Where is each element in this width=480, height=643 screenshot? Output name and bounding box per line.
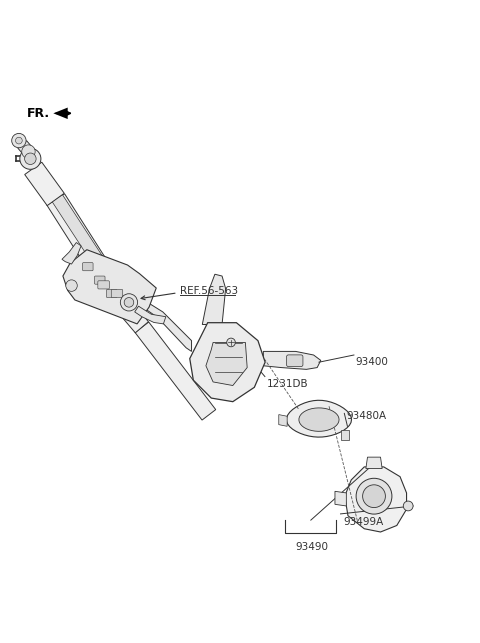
Polygon shape bbox=[47, 194, 132, 311]
Circle shape bbox=[12, 133, 26, 148]
Text: 93480A: 93480A bbox=[346, 412, 386, 421]
Circle shape bbox=[120, 294, 138, 311]
Circle shape bbox=[24, 153, 36, 165]
Polygon shape bbox=[345, 467, 407, 532]
Polygon shape bbox=[52, 195, 131, 306]
Polygon shape bbox=[279, 415, 287, 426]
Polygon shape bbox=[299, 408, 339, 431]
Polygon shape bbox=[53, 107, 68, 119]
Circle shape bbox=[403, 501, 413, 511]
Polygon shape bbox=[190, 323, 265, 402]
Circle shape bbox=[15, 137, 22, 144]
FancyBboxPatch shape bbox=[107, 289, 117, 298]
Polygon shape bbox=[202, 274, 226, 325]
Polygon shape bbox=[62, 242, 81, 264]
Text: 1231DB: 1231DB bbox=[267, 379, 309, 389]
Polygon shape bbox=[63, 249, 156, 324]
Polygon shape bbox=[18, 141, 37, 161]
Polygon shape bbox=[106, 280, 132, 298]
Polygon shape bbox=[113, 287, 139, 305]
Polygon shape bbox=[135, 322, 216, 420]
Polygon shape bbox=[264, 352, 321, 369]
Polygon shape bbox=[341, 430, 349, 440]
Polygon shape bbox=[206, 343, 247, 386]
Polygon shape bbox=[129, 294, 192, 352]
Circle shape bbox=[20, 149, 41, 169]
Circle shape bbox=[227, 338, 235, 347]
Circle shape bbox=[124, 298, 134, 307]
Circle shape bbox=[66, 280, 77, 291]
Polygon shape bbox=[335, 491, 347, 506]
FancyBboxPatch shape bbox=[98, 281, 109, 289]
Polygon shape bbox=[24, 162, 64, 206]
Text: FR.: FR. bbox=[27, 107, 50, 120]
Circle shape bbox=[22, 145, 35, 158]
FancyBboxPatch shape bbox=[83, 262, 93, 271]
FancyBboxPatch shape bbox=[95, 276, 105, 284]
FancyBboxPatch shape bbox=[287, 355, 303, 367]
Text: REF.56-563: REF.56-563 bbox=[180, 286, 238, 296]
Text: 93499A: 93499A bbox=[343, 517, 383, 527]
FancyBboxPatch shape bbox=[111, 289, 123, 298]
Polygon shape bbox=[366, 457, 382, 469]
Polygon shape bbox=[135, 306, 166, 324]
Circle shape bbox=[362, 485, 385, 507]
Circle shape bbox=[356, 478, 392, 514]
Polygon shape bbox=[116, 299, 148, 333]
Text: 93490: 93490 bbox=[295, 541, 328, 552]
Text: 93400: 93400 bbox=[356, 358, 389, 367]
Polygon shape bbox=[287, 401, 351, 437]
